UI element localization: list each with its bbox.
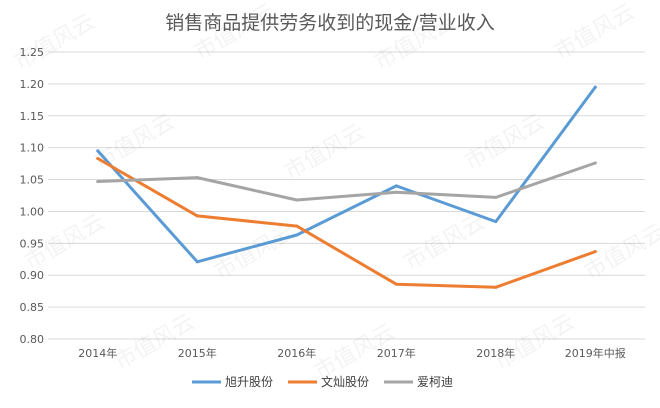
legend-label: 爱柯迪 [417, 375, 453, 389]
y-tick-label: 1.15 [20, 110, 45, 123]
y-tick-label: 1.20 [20, 78, 45, 91]
x-tick-label: 2017年 [377, 346, 416, 360]
data-point [295, 224, 299, 228]
data-point [494, 285, 498, 289]
chart-title: 销售商品提供劳务收到的现金/营业收入 [165, 12, 494, 34]
y-tick-label: 1.05 [20, 174, 45, 187]
watermark-text: 市值风云 [491, 310, 580, 376]
data-point [195, 214, 199, 218]
x-tick-label: 2016年 [277, 346, 316, 360]
data-point [593, 161, 597, 165]
series-line-1 [96, 157, 597, 289]
watermark-text: 市值风云 [111, 310, 200, 376]
y-tick-label: 1.00 [20, 205, 45, 218]
y-axis-ticks: 0.80 0.85 0.90 0.95 1.00 1.05 1.10 1.15 1.20 1.25 [20, 46, 45, 346]
data-point [96, 149, 100, 153]
data-point [394, 282, 398, 286]
y-tick-label: 0.90 [20, 269, 45, 282]
y-tick-label: 1.10 [20, 142, 45, 155]
y-tick-label: 0.80 [20, 333, 45, 346]
x-tick-label: 2019年中报 [565, 346, 626, 360]
data-point [295, 198, 299, 202]
data-point [195, 176, 199, 180]
x-tick-label: 2014年 [78, 346, 117, 360]
data-point [494, 220, 498, 224]
data-point [593, 85, 597, 89]
watermark-text: 市值风云 [11, 10, 100, 76]
y-tick-label: 1.25 [20, 46, 45, 59]
series-line-0 [96, 85, 597, 264]
watermark-text: 市值风云 [551, 0, 640, 65]
data-point [96, 157, 100, 161]
watermark-text: 市值风云 [401, 210, 490, 276]
data-point [593, 250, 597, 254]
legend-label: 旭升股份 [225, 375, 273, 389]
data-point [96, 179, 100, 183]
series-lines [96, 85, 597, 289]
watermark-text: 市值风云 [281, 120, 370, 186]
x-tick-label: 2018年 [476, 346, 515, 360]
legend-label: 文灿股份 [321, 374, 369, 389]
data-point [394, 190, 398, 194]
legend: 旭升股份 文灿股份 爱柯迪 [192, 374, 453, 389]
data-point [494, 195, 498, 199]
data-point [394, 184, 398, 188]
y-tick-label: 0.85 [20, 301, 45, 314]
data-point [295, 233, 299, 237]
data-point [195, 260, 199, 264]
x-tick-label: 2015年 [178, 346, 217, 360]
x-axis-ticks: 2014年 2015年 2016年 2017年 2018年 2019年中报 [78, 346, 626, 360]
watermark: 市值风云市值风云市值风云市值风云市值风云市值风云市值风云市值风云市值风云市值风云… [11, 0, 660, 385]
series-line-2 [96, 161, 597, 202]
watermark-text: 市值风云 [91, 110, 180, 176]
y-tick-label: 0.95 [20, 237, 45, 250]
